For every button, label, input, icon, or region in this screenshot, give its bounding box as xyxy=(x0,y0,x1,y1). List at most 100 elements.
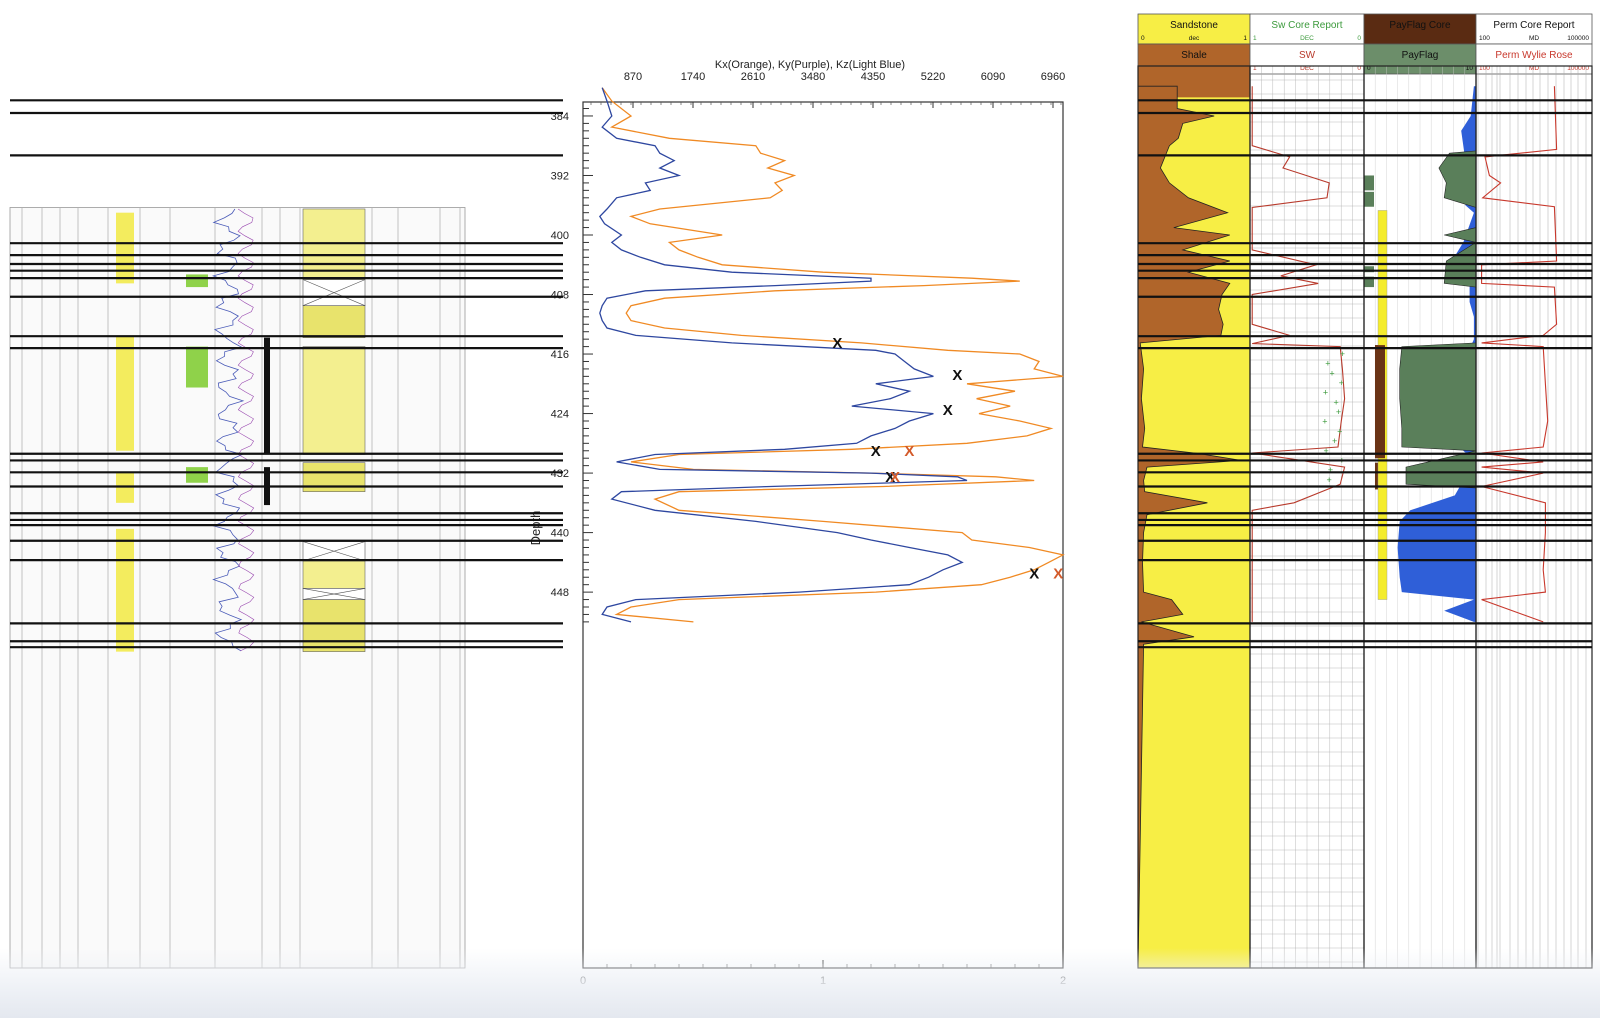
plot-frame xyxy=(582,101,1064,969)
track-header-title: PayFlag Core xyxy=(1389,20,1451,31)
left-green-fill xyxy=(186,346,208,388)
track-header-title: Perm Wylie Rose xyxy=(1495,50,1573,61)
left-frame xyxy=(9,207,466,969)
track-scale-label: 1 xyxy=(1253,65,1257,72)
track-header-box xyxy=(1137,13,1251,45)
track-scale-label: 0 xyxy=(1367,65,1371,72)
sw-core-marker: + xyxy=(1329,368,1334,378)
left-litho-block xyxy=(302,599,366,652)
core-sample-marker: X xyxy=(943,402,953,419)
top-tick-label: 2610 xyxy=(741,71,765,83)
left-sand-fill xyxy=(116,212,134,284)
permeability-porosity-track: Kx(Orange), Ky(Purple), Kz(Light Blue) P… xyxy=(528,59,1066,1009)
track-scale-label: 0 xyxy=(1141,35,1145,42)
track-frame xyxy=(1475,65,1593,969)
porosity-fill xyxy=(1397,86,1476,622)
sw-core-marker: + xyxy=(1328,465,1333,475)
core-sample-marker: X xyxy=(904,443,914,460)
y-tick-label: 424 xyxy=(551,409,569,421)
top-tick-label: 870 xyxy=(624,71,642,83)
top-tick-label: 5220 xyxy=(921,71,945,83)
left-log-panel xyxy=(9,207,466,969)
left-sand-fill xyxy=(116,528,134,652)
y-tick-label: 392 xyxy=(551,170,569,182)
track-scale-label: 10 xyxy=(1466,65,1474,72)
sw-core-marker: + xyxy=(1325,359,1330,369)
payflag-core-bar xyxy=(1364,276,1374,288)
y-tick-label: 400 xyxy=(551,230,569,242)
track-scale-label: 100000 xyxy=(1567,65,1589,72)
top-axis-label: Kx(Orange), Ky(Purple), Kz(Light Blue) xyxy=(715,59,905,71)
bottom-tick-label: 1 xyxy=(820,975,826,987)
series-line-1 xyxy=(598,87,968,623)
left-black-bar xyxy=(264,337,270,455)
left-core-cross xyxy=(302,541,366,562)
sw-core-marker: + xyxy=(1336,407,1341,417)
track-scale-label: 1 xyxy=(1243,35,1247,42)
left-litho-block xyxy=(302,208,366,280)
core-sample-marker: X xyxy=(890,469,900,486)
sw-curve xyxy=(1251,86,1346,622)
core-sample-marker: X xyxy=(832,335,842,352)
top-tick-label: 4350 xyxy=(861,71,885,83)
payflag-core-bar xyxy=(1364,191,1374,207)
sw-core-marker: + xyxy=(1322,417,1327,427)
payflag-core-bar xyxy=(1364,266,1374,273)
left-sand-fill xyxy=(116,335,134,451)
sw-core-marker: + xyxy=(1324,446,1329,456)
track-header-box xyxy=(1249,13,1365,45)
track-scale-label: 1 xyxy=(1253,35,1257,42)
top-tick-label: 1740 xyxy=(681,71,705,83)
left-curve xyxy=(237,208,255,652)
core-sample-marker: X xyxy=(885,469,895,486)
track-header-box xyxy=(1363,13,1477,45)
left-green-fill xyxy=(186,274,208,288)
left-litho-block xyxy=(302,346,366,455)
core-sample-marker: X xyxy=(871,443,881,460)
track-scale-label: DEC xyxy=(1300,35,1314,42)
y-tick-label: 408 xyxy=(551,290,569,302)
core-sample-marker: X xyxy=(1029,566,1039,583)
top-tick-label: 6960 xyxy=(1041,71,1065,83)
shale-fill xyxy=(1137,85,1242,969)
sw-core-marker: + xyxy=(1337,426,1342,436)
sw-core-marker: + xyxy=(1340,349,1345,359)
y-tick-label: 440 xyxy=(551,528,569,540)
series-line-0 xyxy=(601,87,1065,623)
left-curve xyxy=(212,208,245,652)
sw-core-marker: + xyxy=(1334,397,1339,407)
track-scale-label: MD xyxy=(1529,65,1539,72)
left-litho-block xyxy=(302,305,366,338)
sw-core-marker: + xyxy=(1339,378,1344,388)
track-scale-label: 0 xyxy=(1357,35,1361,42)
left-litho-block xyxy=(302,560,366,589)
bottom-tick-label: 0 xyxy=(580,975,586,987)
track-scale-label: 0 xyxy=(1357,65,1361,72)
left-sand-fill xyxy=(116,473,134,503)
track-header-title: Sandstone xyxy=(1170,20,1218,31)
y-tick-label: 432 xyxy=(551,468,569,480)
core-sample-marker: X xyxy=(952,367,962,384)
lithology-saturation-panel: Sandstone0dec1Shale0DEC1Sw Core Report1D… xyxy=(1137,13,1593,969)
left-core-cross xyxy=(302,279,366,306)
track-scale-label: 100000 xyxy=(1567,35,1589,42)
track-scale-label: 100 xyxy=(1479,65,1490,72)
y-tick-label: 448 xyxy=(551,587,569,599)
payflag-core-bar xyxy=(1364,175,1374,191)
track-scale-label: dec xyxy=(1189,35,1200,42)
core-sample-marker: X xyxy=(1053,566,1063,583)
bottom-axis-label: Porosity (Red Line), NTG (Green Line), K… xyxy=(683,998,938,1009)
track-scale-label: 100 xyxy=(1479,35,1490,42)
track-header-title: SW xyxy=(1299,50,1316,61)
correlation-lines xyxy=(10,99,1592,649)
track-header-box xyxy=(1475,13,1593,45)
left-green-fill xyxy=(186,467,208,483)
track-header-title: PayFlag xyxy=(1402,50,1439,61)
track-scale-label: MD xyxy=(1529,35,1539,42)
top-tick-label: 3480 xyxy=(801,71,825,83)
sw-core-marker: + xyxy=(1327,475,1332,485)
track-header-box xyxy=(1475,43,1593,75)
bottom-tick-label: 2 xyxy=(1060,975,1066,987)
sw-core-marker: + xyxy=(1323,388,1328,398)
